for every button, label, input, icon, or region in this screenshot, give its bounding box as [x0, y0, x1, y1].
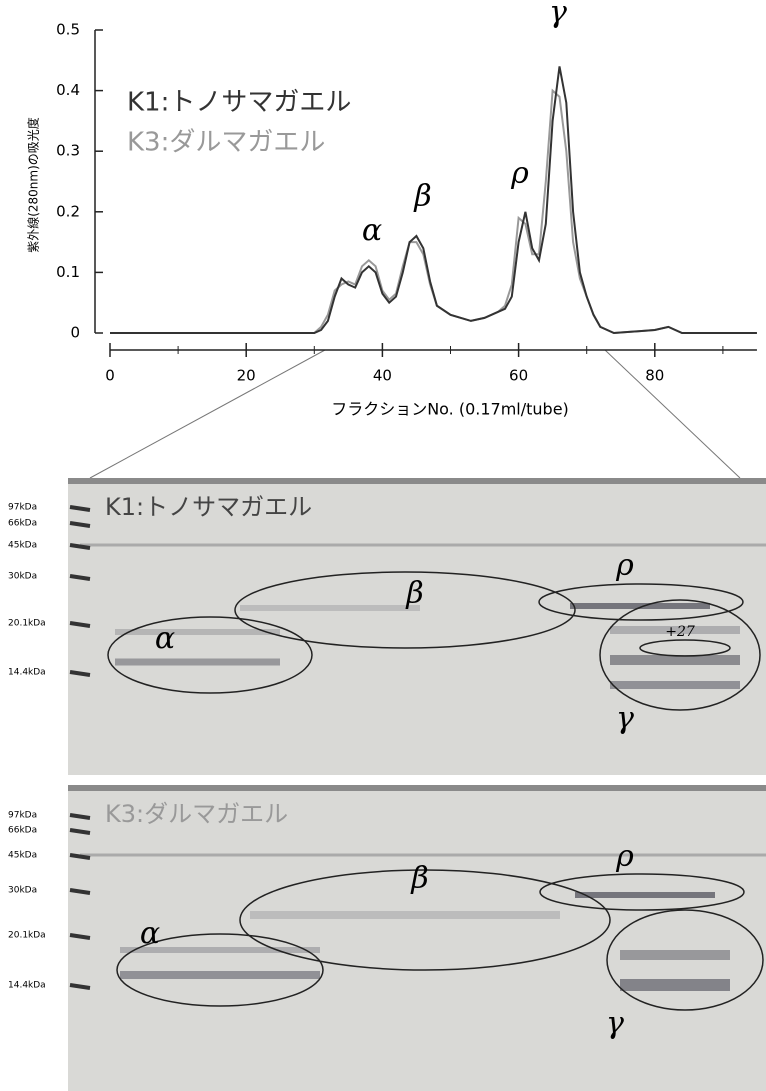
- series-line: [110, 66, 757, 335]
- gel-band: [120, 971, 320, 979]
- marker-label: 45kDa: [8, 541, 37, 551]
- gel-band: [115, 629, 280, 635]
- peak-label: γ: [549, 0, 567, 30]
- group-ellipse: [239, 869, 611, 971]
- group-label: β: [405, 576, 423, 611]
- gel-band: [250, 911, 560, 919]
- zoom-line: [89, 349, 326, 479]
- gel-band: [575, 892, 715, 898]
- group-label: γ: [616, 701, 634, 736]
- group-ellipse: [606, 909, 764, 1011]
- ladder-band: [69, 621, 91, 628]
- x-axis-label: フラクションNo. (0.17ml/tube): [331, 400, 569, 419]
- y-tick-label: 0.3: [56, 142, 80, 160]
- y-tick-label: 0.1: [56, 263, 80, 281]
- peak-label: β: [413, 179, 431, 214]
- x-tick-label: 40: [373, 367, 392, 385]
- x-tick-label: 60: [509, 367, 528, 385]
- marker-label: 97kDa: [8, 811, 37, 821]
- gel-title: K1:トノサマガエル: [105, 493, 312, 521]
- gel-image: [68, 785, 766, 1091]
- group-ellipse: [539, 873, 745, 911]
- gel-title: K3:ダルマガエル: [105, 800, 288, 828]
- ladder-band: [69, 670, 91, 677]
- ladder-band: [69, 505, 91, 512]
- gel-band: [610, 655, 740, 665]
- ladder-band: [69, 574, 91, 581]
- x-tick-label: 0: [105, 367, 115, 385]
- group-ellipse: [107, 616, 313, 694]
- group-label: α: [140, 916, 160, 951]
- gel-top-edge: [68, 785, 766, 791]
- legend-entry: K1:トノサマガエル: [127, 88, 351, 118]
- group-label: ρ: [615, 548, 634, 583]
- x-tick-label: 20: [237, 367, 256, 385]
- marker-label: 30kDa: [8, 886, 37, 896]
- ladder-band: [69, 521, 91, 528]
- ladder-band: [69, 828, 91, 835]
- gel-image: [68, 478, 766, 775]
- ladder-band: [69, 813, 91, 820]
- y-tick-label: 0.2: [56, 202, 80, 220]
- marker-label: 14.4kDa: [8, 981, 46, 991]
- marker-label: 20.1kDa: [8, 931, 46, 941]
- gel-band: [620, 979, 730, 991]
- ladder-band: [69, 888, 91, 895]
- gel-band: [240, 605, 420, 611]
- ladder-band: [69, 983, 91, 990]
- marker-label: 97kDa: [8, 503, 37, 513]
- peak-label: ρ: [510, 156, 529, 191]
- marker-label: 14.4kDa: [8, 668, 46, 678]
- group-ellipse: [234, 571, 576, 649]
- gel-band: [610, 681, 740, 689]
- gel-top-edge: [68, 478, 766, 484]
- peak-label: α: [362, 213, 382, 248]
- group-label: α: [155, 621, 175, 656]
- marker-label: 30kDa: [8, 572, 37, 582]
- y-tick-label: 0: [70, 324, 80, 342]
- ladder-band: [69, 853, 91, 860]
- gel-band: [570, 603, 710, 609]
- group-label: +27: [665, 624, 695, 640]
- group-label: γ: [606, 1006, 624, 1041]
- gel-band: [610, 626, 740, 634]
- group-ellipse: [116, 933, 324, 1007]
- x-tick-label: 80: [645, 367, 664, 385]
- marker-label: 66kDa: [8, 519, 37, 529]
- gel-band: [120, 947, 320, 953]
- marker-label: 20.1kDa: [8, 619, 46, 629]
- y-axis-label: 紫外線(280nm)の吸光度: [26, 117, 41, 253]
- marker-label: 45kDa: [8, 851, 37, 861]
- group-label: β: [410, 861, 428, 896]
- zoom-line: [604, 349, 741, 479]
- group-ellipse: [599, 599, 761, 711]
- gel-band: [620, 950, 730, 960]
- group-ellipse: [538, 583, 744, 621]
- gel-band: [115, 658, 280, 666]
- ladder-band: [69, 933, 91, 940]
- group-ellipse: [639, 639, 731, 657]
- y-tick-label: 0.5: [56, 21, 80, 39]
- ladder-band: [69, 543, 91, 550]
- marker-label: 66kDa: [8, 826, 37, 836]
- legend-entry: K3:ダルマガエル: [127, 128, 325, 158]
- group-label: ρ: [615, 839, 634, 874]
- y-tick-label: 0.4: [56, 81, 80, 99]
